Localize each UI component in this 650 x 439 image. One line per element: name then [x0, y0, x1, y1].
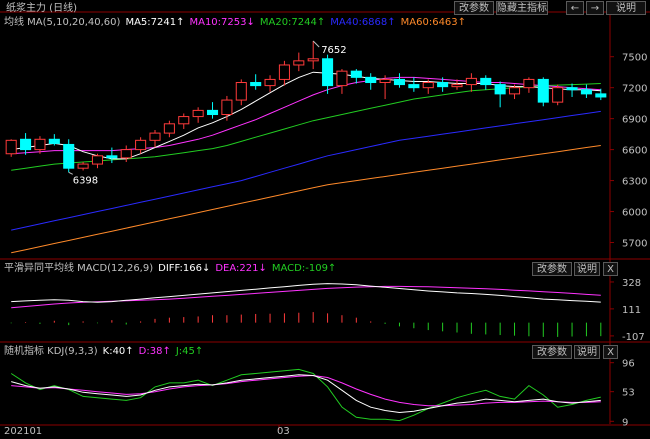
hide-main-indicator-button[interactable]: 隐藏主指标	[496, 1, 548, 15]
candle-down	[480, 77, 492, 86]
candle-up	[523, 78, 535, 89]
candle-up	[293, 60, 305, 66]
kdj-y-tick-label: 53	[622, 388, 635, 399]
macd-y-tick-label: 111	[622, 305, 641, 316]
candle-up	[5, 139, 17, 155]
d-line	[11, 374, 601, 407]
dea-line	[11, 285, 601, 309]
arrow-right-button[interactable]: →	[586, 1, 604, 15]
candle-up	[235, 82, 247, 101]
candle-up	[552, 87, 564, 103]
macd-y-tick-label: -107	[622, 332, 645, 343]
x-axis-label-march: 03	[277, 426, 290, 437]
candle-up	[278, 64, 290, 80]
ma60-line	[11, 145, 601, 254]
candle-up	[91, 155, 104, 165]
kdj-y-tick-label: 9	[622, 417, 628, 428]
help-button[interactable]: 说明	[606, 1, 646, 15]
main-legend-item: MA10:7253↓	[189, 17, 255, 28]
macd-close-button[interactable]: X	[603, 262, 618, 276]
candle-down	[393, 78, 406, 86]
chart-title: 纸浆主力 (日线)	[6, 3, 77, 14]
main-y-tick-label: 6900	[622, 115, 647, 126]
candle-up	[34, 138, 46, 151]
ma40-line	[11, 110, 601, 231]
macd-y-tick-label: 328	[622, 278, 641, 289]
candle-up	[336, 70, 348, 87]
kdj-close-button[interactable]: X	[603, 345, 618, 359]
candle-down	[566, 87, 578, 91]
candle-up	[508, 87, 521, 95]
candle-up	[307, 58, 319, 62]
diff-line	[11, 283, 601, 303]
candle-down	[106, 155, 118, 159]
candle-down	[206, 109, 219, 116]
high-annotation-pointer	[312, 40, 320, 48]
macd-legend-item: DEA:221↓	[215, 263, 267, 274]
main-legend-item: MA60:6463↑	[400, 17, 467, 28]
kdj-legend-item: D:38↑	[138, 346, 171, 357]
candle-down	[48, 138, 60, 144]
kdj-edit-params-button[interactable]: 改参数	[532, 345, 572, 359]
j-line	[10, 368, 601, 422]
kdj-legend-item: K:40↑	[102, 346, 134, 357]
candle-down	[408, 84, 420, 89]
main-y-tick-label: 7200	[622, 84, 647, 95]
arrow-left-button[interactable]: ←	[566, 1, 584, 15]
main-legend-item: MA5:7241↑	[125, 17, 185, 28]
candle-up	[163, 123, 175, 134]
candle-down	[20, 138, 32, 151]
candle-up	[192, 109, 204, 118]
candle-down	[437, 82, 449, 88]
x-axis-label-start: 202101	[4, 426, 43, 437]
candle-up	[264, 78, 276, 87]
candle-down	[365, 76, 377, 84]
candle-down	[322, 58, 334, 87]
main-y-tick-label: 7500	[622, 53, 647, 64]
edit-params-button[interactable]: 改参数	[454, 1, 494, 15]
low-annotation-pointer	[68, 171, 73, 175]
kdj-help-button[interactable]: 说明	[574, 345, 600, 359]
candle-up	[221, 99, 233, 116]
ma5-line	[11, 71, 601, 160]
kdj-legend-item: J:45↑	[175, 346, 204, 357]
candle-up	[120, 149, 132, 159]
candle-up	[178, 116, 190, 125]
candle-down	[350, 70, 362, 78]
main-y-tick-label: 5700	[622, 239, 647, 250]
candle-down	[595, 93, 607, 98]
candle-up	[77, 163, 89, 169]
ma10-line	[11, 76, 601, 155]
k-line	[11, 374, 601, 414]
candle-down	[63, 143, 75, 169]
candle-up	[422, 82, 434, 89]
main-legend-item: MA40:6868↑	[330, 17, 396, 28]
candle-up	[135, 139, 147, 151]
main-y-tick-label: 6000	[622, 208, 647, 219]
macd-edit-params-button[interactable]: 改参数	[532, 262, 572, 276]
kdj-y-tick-label: 96	[622, 359, 635, 370]
candle-up	[149, 132, 161, 141]
candle-down	[537, 78, 549, 103]
main-legend-item: MA20:7244↑	[259, 17, 326, 28]
macd-legend-item: DIFF:166↓	[158, 263, 211, 274]
low-annotation-label: 6398	[73, 175, 98, 186]
candle-down	[250, 82, 262, 87]
kdj-legend-item: 随机指标 KDJ(9,3,3)	[4, 346, 98, 357]
main-legend-item: 均线 MA(5,10,20,40,60)	[4, 17, 121, 28]
candle-up	[379, 78, 391, 84]
candle-down	[494, 84, 506, 95]
main-y-tick-label: 6600	[622, 146, 647, 157]
main-y-tick-label: 6300	[622, 177, 647, 188]
macd-legend-item: 平滑异同平均线 MACD(12,26,9)	[4, 263, 154, 274]
candle-down	[580, 89, 592, 95]
candle-up	[451, 84, 463, 88]
macd-help-button[interactable]: 说明	[574, 262, 600, 276]
candle-up	[465, 77, 477, 86]
macd-legend-item: MACD:-109↑	[271, 263, 337, 274]
high-annotation-label: 7652	[321, 45, 346, 56]
